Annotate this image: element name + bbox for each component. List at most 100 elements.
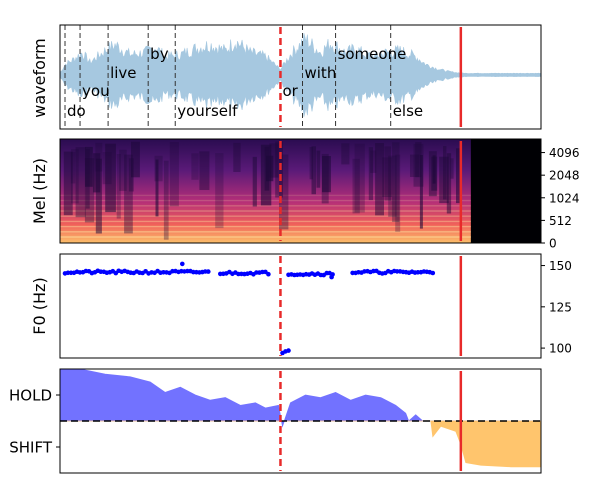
word-label: yourself: [177, 102, 238, 120]
turn-taking-frame: [59, 368, 542, 474]
mel-texture: [388, 155, 397, 217]
f0-point: [329, 274, 334, 280]
f0-ylabel: F0 (Hz): [30, 277, 49, 334]
mel-texture: [413, 143, 424, 187]
mel-texture: [269, 143, 279, 178]
mel-texture: [370, 150, 377, 173]
f0-point: [266, 271, 271, 277]
f0-point: [206, 269, 211, 274]
mel-tick-label: 0: [549, 237, 557, 251]
mel-texture: [128, 158, 134, 192]
mel-texture: [116, 154, 121, 219]
f0-point: [430, 270, 436, 276]
mel-texture: [105, 143, 116, 213]
mel-texture: [84, 158, 95, 223]
turn-taking-panel: HOLD SHIFT: [9, 368, 542, 474]
mel-tick-label: 1024: [549, 191, 580, 205]
mel-tick-label: 4096: [549, 146, 580, 160]
shift-area: [60, 420, 541, 468]
word-label: you: [82, 82, 110, 100]
mel-frame: [59, 138, 542, 244]
word-label: do: [67, 102, 86, 120]
hold-label: HOLD: [9, 387, 52, 405]
mel-texture: [131, 141, 140, 178]
mel-texture: [431, 156, 438, 191]
mel-texture: [154, 155, 163, 182]
word-label: or: [282, 82, 298, 100]
mel-texture: [382, 157, 393, 197]
waveform-frame: [59, 24, 542, 130]
mel-texture: [191, 153, 199, 180]
mel-texture: [279, 154, 289, 230]
turn-taking-plot-area: [60, 369, 541, 471]
mel-texture: [71, 149, 79, 204]
mel-plot-area: [60, 139, 471, 243]
mel-texture: [375, 143, 384, 216]
mel-texture: [93, 153, 101, 193]
mel-texture: [199, 151, 210, 190]
mel-texture: [215, 153, 224, 229]
mel-texture: [419, 155, 423, 229]
mel-tick-label: 2048: [549, 169, 580, 183]
waveform-signal: [60, 33, 541, 117]
word-label: someone: [338, 45, 407, 63]
mel-texture: [119, 149, 127, 191]
mel-texture: [233, 142, 241, 172]
mel-texture: [384, 146, 391, 201]
f0-frame: [59, 253, 542, 359]
mel-texture: [432, 155, 436, 184]
f0-tick-label: 100: [549, 342, 572, 356]
mel-texture: [85, 146, 93, 187]
f0-point: [286, 348, 291, 353]
hold-area: [60, 369, 541, 428]
mel-tick-label: 512: [549, 214, 572, 228]
mel-texture: [443, 146, 447, 200]
mel-texture: [321, 153, 329, 204]
mel-texture: [341, 143, 350, 165]
mel-yticks: 0 512 1024 2048 4096: [541, 146, 580, 251]
f0-yticks: 100 125 150: [541, 259, 572, 356]
mel-texture: [309, 147, 313, 180]
mel-texture: [354, 143, 365, 213]
mel-texture: [316, 150, 321, 188]
f0-panel: F0 (Hz) 100 125 150: [30, 253, 572, 359]
mel-texture: [70, 152, 76, 184]
mel-texture: [395, 154, 401, 232]
f0-plot-area: [62, 256, 463, 356]
mel-texture: [252, 156, 257, 207]
word-label: by: [150, 45, 169, 63]
mel-ylabel: Mel (Hz): [30, 158, 49, 224]
mel-texture: [275, 141, 283, 198]
shift-label: SHIFT: [9, 439, 53, 457]
turn-taking-yticks: HOLD SHIFT: [9, 387, 60, 457]
mel-texture: [450, 158, 454, 179]
f0-point: [180, 261, 185, 267]
mel-texture: [266, 155, 274, 182]
mel-texture: [169, 142, 179, 207]
mel-texture: [352, 158, 360, 214]
mel-texture: [85, 149, 90, 209]
mel-texture: [439, 156, 449, 204]
mel-texture: [368, 147, 373, 201]
mel-texture: [392, 142, 400, 222]
f0-tick-label: 125: [549, 300, 572, 314]
mel-panel: Mel (Hz) 0 512 1024 2048 4096: [30, 138, 580, 251]
mel-texture: [155, 159, 159, 217]
mel-texture: [124, 154, 133, 234]
mel-texture: [410, 154, 420, 177]
word-label: live: [110, 64, 136, 82]
word-label: with: [305, 64, 337, 82]
waveform-ylabel: waveform: [30, 38, 49, 118]
mel-texture: [75, 147, 86, 218]
mel-texture: [95, 158, 102, 234]
mel-texture: [446, 153, 452, 214]
word-label: else: [393, 102, 423, 120]
mel-texture: [322, 156, 331, 193]
mel-texture: [163, 160, 169, 240]
mel-texture: [63, 151, 73, 216]
mel-texture: [456, 148, 462, 204]
mel-texture: [415, 142, 422, 178]
